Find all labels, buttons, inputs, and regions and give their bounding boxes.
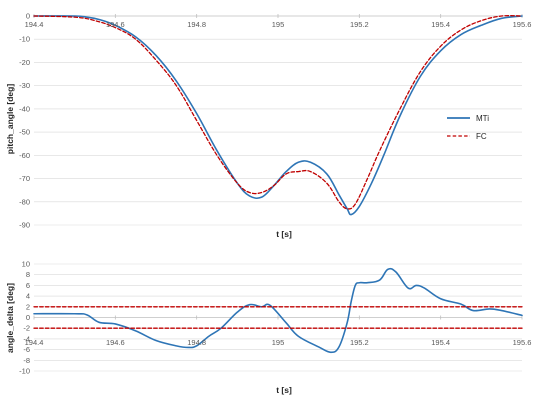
pitch-angle-y-tick-label: -70 (19, 174, 30, 183)
angle-delta-x-tick-label: 194.8 (187, 338, 206, 347)
angle-delta-y-tick-label: 2 (26, 302, 30, 311)
pitch-angle-series-mti (33, 15, 523, 216)
pitch-angle-y-tick-label: -90 (19, 221, 30, 230)
pitch-angle-y-tick-label: -20 (19, 58, 30, 67)
pitch-angle-y-tick-label: -40 (19, 104, 30, 113)
pitch-angle-x-tick-label: 194.6 (106, 20, 125, 29)
pitch-angle-series-fc (33, 14, 523, 210)
legend-label-fc: FC (476, 132, 487, 141)
angle-delta-y-tick-label: -10 (19, 367, 30, 376)
pitch-angle-y-axis-label: pitch_angle [deg] (5, 84, 15, 155)
pitch-angle-x-tick-label: 195.4 (431, 20, 450, 29)
angle-delta-series (33, 267, 523, 354)
angle-delta-x-tick-label: 195.6 (513, 338, 532, 347)
angle-delta-series-line-0 (33, 267, 523, 354)
pitch-angle-chart: 0 -10 -20 -30 -40 -50 -60 -70 -80 -90 194.4 194.6 19… (5, 12, 531, 240)
angle-delta-y-tick-label: 4 (26, 292, 30, 301)
angle-delta-chart: 108 6 42 0 -2-4 -6 -8 -10 194.4 194.6 194.8 195 195.… (5, 260, 531, 396)
angle-delta-y-tick-label: -6 (23, 345, 30, 354)
pitch-angle-x-tick-label: 194.8 (187, 20, 206, 29)
pitch-angle-x-tick-label: 195.2 (350, 20, 369, 29)
angle-delta-x-tick-label: 194.4 (25, 338, 44, 347)
legend-label-mti: MTi (476, 114, 489, 123)
angle-delta-x-tick-label: 195.4 (431, 338, 450, 347)
angle-delta-x-tick-label: 195 (272, 338, 285, 347)
angle-delta-x-tick-label: 195.2 (350, 338, 369, 347)
pitch-angle-tick-labels: 0 -10 -20 -30 -40 -50 -60 -70 -80 -90 194.4 194.6 19… (19, 12, 531, 230)
pitch-angle-x-axis-label: t [s] (276, 229, 292, 239)
angle-delta-y-axis-label: angle_delta [deg] (5, 283, 15, 353)
angle-delta-x-axis-label: t [s] (276, 385, 292, 395)
pitch-angle-x-tick-label: 195 (272, 20, 285, 29)
pitch-angle-y-tick-label: -60 (19, 151, 30, 160)
angle-delta-x-tick-label: 194.6 (106, 338, 125, 347)
angle-delta-y-tick-label: 6 (26, 281, 30, 290)
pitch-angle-y-tick-label: -10 (19, 35, 30, 44)
angle-delta-y-tick-label: 10 (22, 260, 30, 269)
pitch-angle-y-tick-label: 0 (26, 12, 30, 21)
angle-delta-tick-labels: 108 6 42 0 -2-4 -6 -8 -10 194.4 194.6 194.8 195 195.… (19, 260, 531, 376)
angle-delta-y-tick-label: -8 (23, 356, 30, 365)
angle-delta-y-tick-label: 8 (26, 270, 30, 279)
pitch-angle-series (33, 14, 523, 216)
angle-delta-y-tick-label: 0 (26, 313, 30, 322)
pitch-angle-y-tick-label: -50 (19, 128, 30, 137)
pitch-angle-legend: MTi FC (447, 114, 489, 141)
pitch-angle-x-tick-label: 194.4 (25, 20, 44, 29)
angle-delta-y-tick-label: -4 (23, 334, 30, 343)
pitch-angle-x-tick-label: 195.6 (513, 20, 532, 29)
angle-delta-y-tick-label: -2 (23, 324, 30, 333)
angle-delta-gridlines (33, 263, 523, 372)
pitch-angle-gridlines (33, 14, 523, 226)
pitch-angle-y-tick-label: -30 (19, 81, 30, 90)
pitch-angle-y-tick-label: -80 (19, 197, 30, 206)
